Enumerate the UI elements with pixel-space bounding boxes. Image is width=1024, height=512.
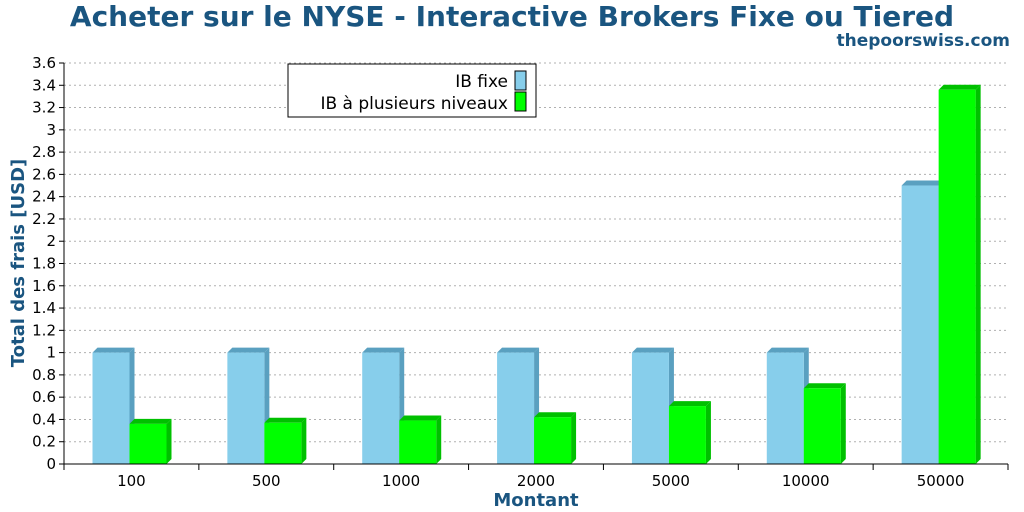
bar-front [938,89,976,464]
y-tick-label: 1 [46,344,56,362]
y-tick-label: 0.2 [32,433,56,451]
bar-top [631,347,674,353]
bar-top [264,417,307,423]
bar [264,417,307,464]
legend-box [287,63,537,118]
bar-top [497,347,540,353]
bar-front [766,352,804,464]
bar [497,347,540,464]
y-tick-label: 2.6 [32,165,56,183]
y-tick-label: 2.4 [32,188,56,206]
bar [631,347,674,464]
x-tick-label: 100 [117,472,146,490]
bar-front [362,352,400,464]
bar [803,383,846,464]
bar-top [362,347,405,353]
x-tick-label: 10000 [782,472,830,490]
chart-title: Acheter sur le NYSE - Interactive Broker… [70,0,954,33]
bars [92,84,981,464]
bar-top [803,383,846,389]
y-tick-labels: 0 0.2 0.4 0.6 0.8 1 1.2 1.4 1.6 1.8 2 2.2 2.4 2.6 2.8 3… [32,54,56,473]
y-tick-label: 3.6 [32,54,56,72]
bar-front [534,417,572,464]
y-tick-label: 0 [46,455,56,473]
bar [399,415,442,464]
bar-side [301,417,307,464]
axes [59,62,1009,470]
x-tick-label: 500 [252,472,281,490]
bar [901,180,944,464]
bar [92,347,135,464]
bar-side [166,418,172,464]
y-tick-label: 1.4 [32,299,56,317]
y-tick-label: 3.4 [32,76,56,94]
bar-side [975,84,981,464]
legend-label-ib-fixe: IB fixe [455,72,508,92]
bar [362,347,405,464]
bar-top [534,412,577,418]
bar-front [92,352,130,464]
bar [129,418,172,464]
y-tick-label: 1.6 [32,277,56,295]
bar-top [129,418,172,424]
chart-subtitle: thepoorswiss.com [837,31,1011,51]
x-tick-label: 1000 [382,472,420,490]
bar-top [92,347,135,353]
bar [668,401,711,464]
bar-front [803,388,841,464]
bar [534,412,577,464]
x-tick-label: 5000 [652,472,690,490]
bar-top [766,347,809,353]
x-tick-label: 2000 [517,472,555,490]
bar-front [129,423,167,464]
bar [938,84,981,464]
y-tick-label: 2.8 [32,143,56,161]
bar-top [399,415,442,421]
bar-side [705,401,711,464]
x-axis-title: Montant [493,490,579,511]
y-tick-label: 3 [46,121,56,139]
bar-front [399,420,437,464]
bar-top [938,84,981,90]
y-tick-label: 1.2 [32,321,56,339]
y-tick-label: 1.8 [32,255,56,273]
legend-swatch-ib-plusieurs-niveaux [514,91,527,112]
bar-front [901,185,939,464]
bar-top [668,401,711,407]
bar-side [436,415,442,464]
x-tick-labels: 100 500 1000 2000 5000 10000 50000 [117,472,964,490]
y-tick-label: 0.6 [32,388,56,406]
y-axis-title: Total des frais [USD] [8,159,29,368]
y-tick-label: 0.4 [32,410,56,428]
x-tick-label: 50000 [917,472,965,490]
bar-side [571,412,577,464]
y-tick-label: 0.8 [32,366,56,384]
bar-front [668,406,706,464]
bar [766,347,809,464]
y-tick-label: 2 [46,232,56,250]
y-tick-label: 2.2 [32,210,56,228]
bar-top [901,180,944,186]
bar-side [840,383,846,464]
bar-front [631,352,669,464]
legend: IB fixe IB à plusieurs niveaux [287,63,537,118]
bar-front [497,352,535,464]
legend-swatch-ib-fixe [514,70,527,91]
legend-label-ib-plusieurs-niveaux: IB à plusieurs niveaux [320,94,508,114]
bar-front [227,352,265,464]
bar-front [264,422,302,464]
bar-top [227,347,270,353]
y-tick-label: 3.2 [32,99,56,117]
bar [227,347,270,464]
